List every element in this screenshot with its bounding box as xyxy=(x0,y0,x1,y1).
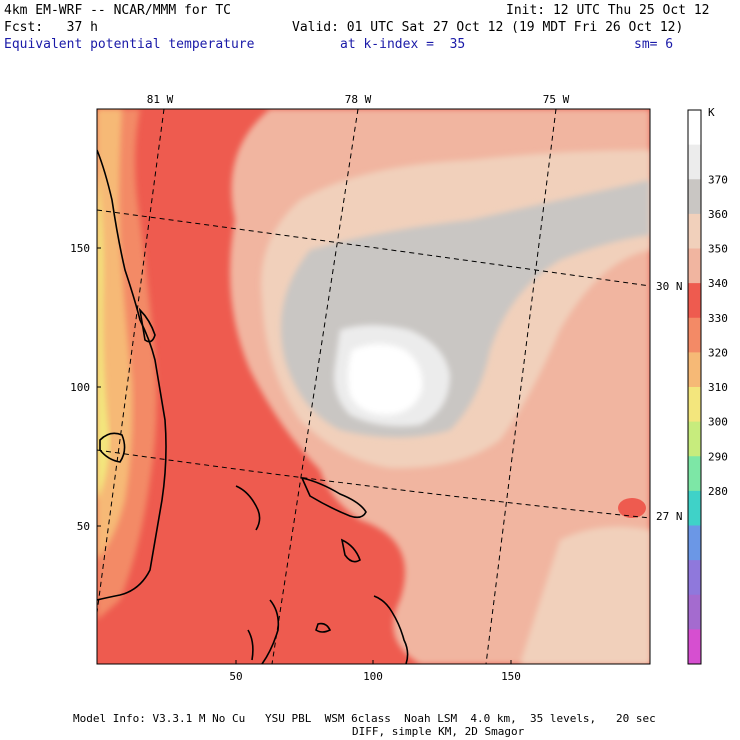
coastline xyxy=(97,149,409,664)
colorbar-label: 290 xyxy=(708,450,728,463)
colorbar-swatch xyxy=(688,421,701,457)
axis-ticks xyxy=(97,247,512,664)
colorbar-swatch xyxy=(688,110,701,146)
colorbar-swatch xyxy=(688,352,701,388)
field-name: Equivalent potential temperature xyxy=(4,37,255,52)
colorbar-unit: K xyxy=(708,106,715,119)
colorbar-swatch xyxy=(688,317,701,353)
level-info: at k-index = 35 xyxy=(340,37,466,52)
colorbar-swatch xyxy=(688,144,701,180)
colorbar-label: 340 xyxy=(708,277,728,290)
colorbar-swatch xyxy=(688,387,701,423)
colorbar-label: 370 xyxy=(708,173,728,186)
model-info: Model Info: V3.3.1 M No Cu YSU PBL WSM 6… xyxy=(73,712,656,725)
smoothing-info: sm= 6 xyxy=(634,37,674,52)
colorbar xyxy=(687,109,702,665)
colorbar-label: 350 xyxy=(708,243,728,256)
y-tick-label: 50 xyxy=(77,520,90,533)
colorbar-label: 280 xyxy=(708,485,728,498)
forecast-hour: Fcst: 37 h xyxy=(4,20,98,35)
colorbar-label: 330 xyxy=(708,312,728,325)
colorbar-swatch xyxy=(688,213,701,249)
init-time: Init: 12 UTC Thu 25 Oct 12 xyxy=(506,3,710,18)
x-tick-label: 100 xyxy=(363,670,383,683)
colorbar-swatch xyxy=(688,490,701,526)
lon-label: 75 W xyxy=(543,93,570,106)
colorbar-swatch xyxy=(688,179,701,215)
x-tick-label: 50 xyxy=(229,670,242,683)
colorbar-labels: 370 360 350 340 330 320 310 300 290 280 xyxy=(708,173,728,498)
colorbar-label: 320 xyxy=(708,346,728,359)
y-tick-label: 100 xyxy=(70,381,90,394)
graticule xyxy=(97,109,650,664)
colorbar-frame xyxy=(687,109,702,665)
colorbar-label: 360 xyxy=(708,208,728,221)
colorbar-label: 300 xyxy=(708,416,728,429)
colorbar-swatch xyxy=(688,629,701,665)
lat-label: 30 N xyxy=(656,280,683,293)
colorbar-swatch xyxy=(688,525,701,561)
colorbar-swatch xyxy=(688,283,701,319)
valid-time: Valid: 01 UTC Sat 27 Oct 12 (19 MDT Fri … xyxy=(292,20,684,35)
temperature-field xyxy=(97,109,650,664)
colorbar-swatch xyxy=(688,248,701,284)
model-info-2: DIFF, simple KM, 2D Smagor xyxy=(352,725,525,738)
lon-label: 81 W xyxy=(147,93,174,106)
colorbar-swatch xyxy=(688,594,701,630)
lon-label: 78 W xyxy=(345,93,372,106)
colorbar-swatch xyxy=(688,560,701,596)
colorbar-swatch xyxy=(688,456,701,492)
x-tick-label: 150 xyxy=(501,670,521,683)
lat-label: 27 N xyxy=(656,510,683,523)
y-tick-label: 150 xyxy=(70,242,90,255)
model-title: 4km EM-WRF -- NCAR/MMM for TC xyxy=(4,3,231,18)
colorbar-label: 310 xyxy=(708,381,728,394)
